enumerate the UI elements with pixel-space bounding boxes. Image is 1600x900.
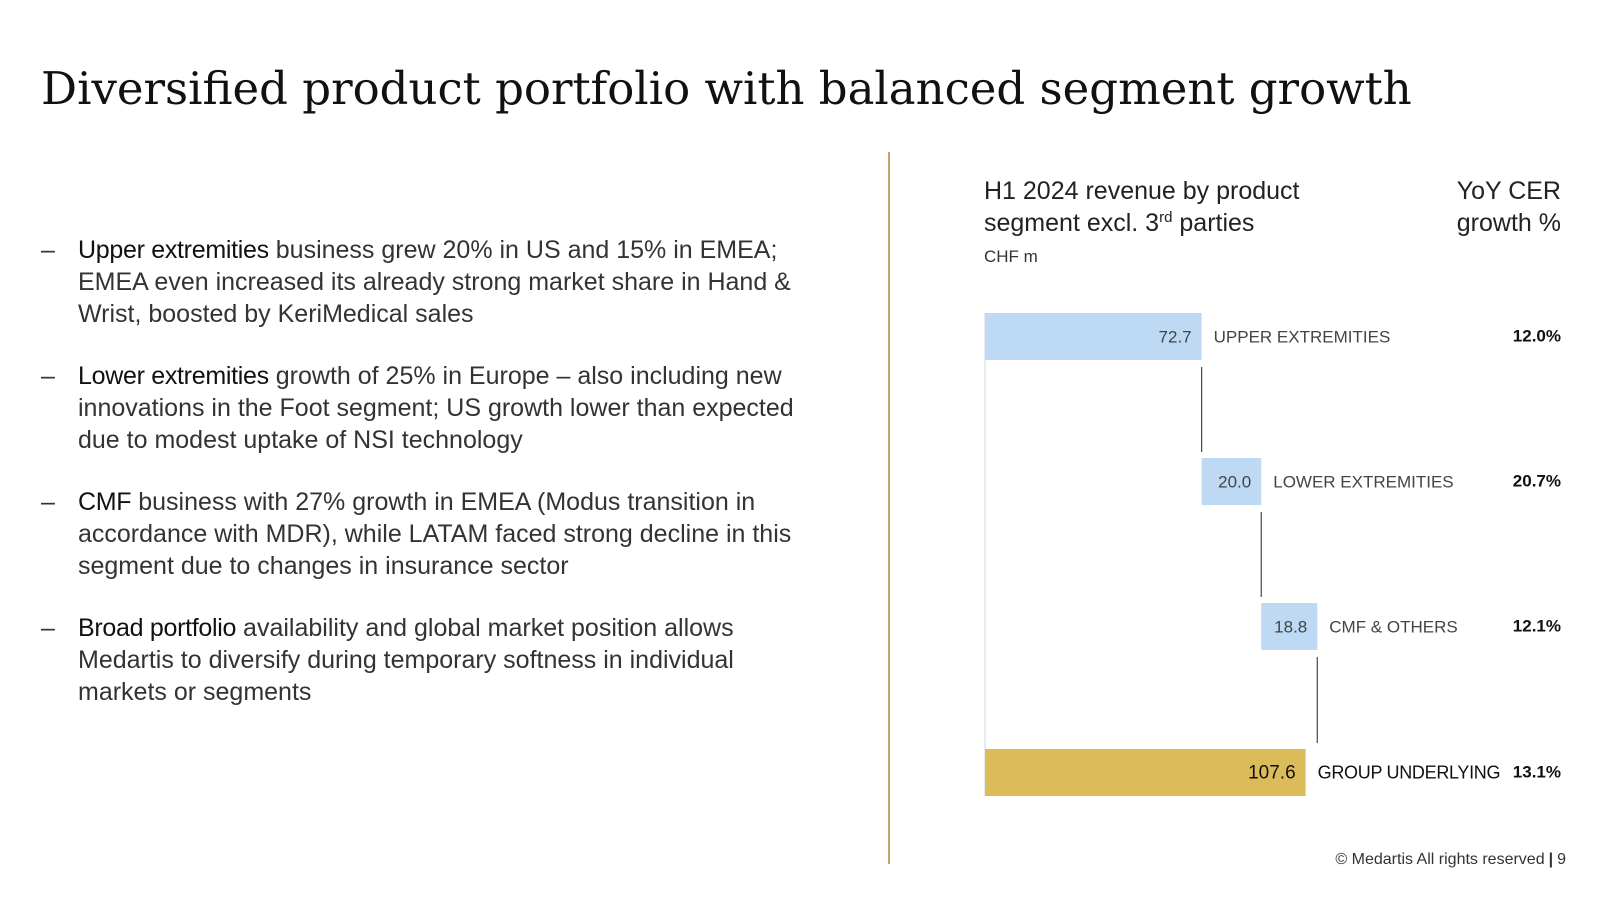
bullet-dash: – <box>41 362 55 390</box>
bullet-dash: – <box>41 614 55 642</box>
growth-label-upper-extremities: 12.0% <box>1513 327 1561 346</box>
bullet-lead: CMF <box>78 488 132 516</box>
copyright-text: © Medartis All rights reserved <box>1335 851 1545 868</box>
chart-title-line2: segment excl. 3rd parties <box>984 207 1300 239</box>
bullet-lead: Broad portfolio <box>78 614 237 642</box>
chart-title-sup: rd <box>1159 209 1173 226</box>
chart-unit: CHF m <box>984 247 1038 266</box>
bullet-upper-extremities: – Upper extremities business grew 20% in … <box>41 234 821 330</box>
category-label-cmf-others: CMF & OTHERS <box>1329 618 1457 637</box>
bullet-lead: Upper extremities <box>78 236 269 264</box>
footer: © Medartis All rights reserved | 9 <box>1335 851 1566 869</box>
value-label-cmf-others: 18.8 <box>1274 618 1307 637</box>
bullet-dash: – <box>41 236 55 264</box>
chart-title-post: parties <box>1172 209 1255 237</box>
bullet-broad-portfolio: – Broad portfolio availability and global… <box>41 612 821 708</box>
growth-label-group-underlying: 13.1% <box>1513 763 1561 782</box>
page-number: 9 <box>1557 851 1566 868</box>
bullet-dash: – <box>41 488 55 516</box>
page-title: Diversified product portfolio with balan… <box>41 62 1412 115</box>
chart-title-line1: H1 2024 revenue by product <box>984 177 1300 205</box>
category-label-upper-extremities: UPPER EXTREMITIES <box>1214 328 1391 347</box>
vertical-divider <box>888 152 890 864</box>
bullet-text: business with 27% growth in EMEA (Modus … <box>78 488 792 580</box>
bullet-text: growth of 25% in Europe – also including… <box>78 362 794 454</box>
bullet-list: – Upper extremities business grew 20% in … <box>41 234 821 738</box>
growth-header-line1: YoY CER <box>1456 177 1561 205</box>
bar-group-underlying <box>985 749 1306 796</box>
bar-cmf-others <box>1261 603 1318 650</box>
footer-separator: | <box>1548 851 1554 868</box>
growth-label-lower-extremities: 20.7% <box>1513 472 1561 491</box>
value-label-group-underlying: 107.6 <box>1248 763 1296 784</box>
bullet-lead: Lower extremities <box>78 362 269 390</box>
growth-label-cmf-others: 12.1% <box>1513 617 1561 636</box>
bullet-cmf: – CMF business with 27% growth in EMEA (M… <box>41 486 821 582</box>
growth-header-line2: growth % <box>1456 209 1561 237</box>
value-label-upper-extremities: 72.7 <box>1159 328 1192 347</box>
bullet-lower-extremities: – Lower extremities growth of 25% in Euro… <box>41 360 821 456</box>
bar-upper-extremities <box>985 313 1202 360</box>
category-label-group-underlying: GROUP UNDERLYING <box>1318 763 1501 783</box>
chart-title-pre: segment excl. 3 <box>984 209 1160 237</box>
bullet-text: availability and global market position … <box>78 614 734 706</box>
chart-title: H1 2024 revenue by product segment excl.… <box>984 175 1300 239</box>
bullet-text: business grew 20% in US and 15% in EMEA;… <box>78 236 791 328</box>
growth-header: YoY CER growth % <box>1457 175 1561 239</box>
value-label-lower-extremities: 20.0 <box>1218 473 1251 492</box>
category-label-lower-extremities: LOWER EXTREMITIES <box>1273 473 1453 492</box>
bar-lower-extremities <box>1201 458 1262 505</box>
